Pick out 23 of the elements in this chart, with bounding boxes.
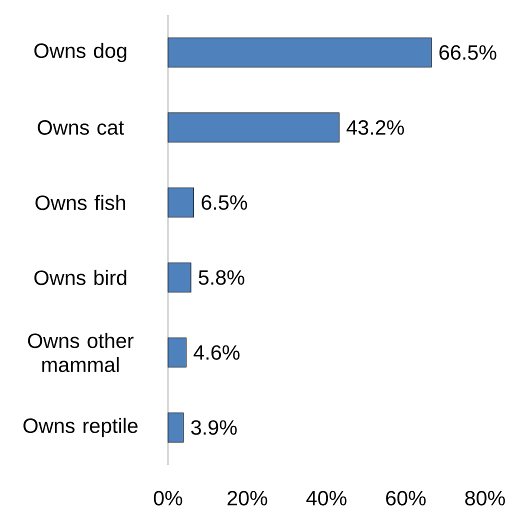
y-tick-label: Owns bird [34, 270, 126, 286]
y-tick-label: Owns reptile [23, 418, 138, 438]
bar [168, 412, 184, 442]
x-tick-label: 60% [386, 490, 426, 506]
x-tick-label: 80% [465, 490, 505, 506]
bar [168, 262, 192, 292]
y-tick-label: Owns other mammal [28, 332, 134, 372]
x-tick-label: 40% [306, 490, 346, 506]
data-label: 3.9% [191, 420, 237, 435]
data-label: 5.8% [198, 270, 244, 285]
data-label: 43.2% [346, 120, 404, 135]
x-tick-label: 0% [154, 490, 182, 506]
y-tick-label: Owns fish [36, 194, 126, 210]
data-label: 6.5% [202, 195, 248, 210]
y-tick-label: Owns cat [38, 120, 124, 135]
bar [168, 38, 432, 68]
bar [168, 112, 340, 142]
x-tick-label: 20% [228, 490, 268, 506]
bar [168, 338, 186, 368]
y-tick-label: Owns dog [34, 42, 126, 62]
bar [168, 188, 194, 218]
data-label: 4.6% [194, 345, 240, 360]
data-label: 66.5% [439, 45, 496, 60]
